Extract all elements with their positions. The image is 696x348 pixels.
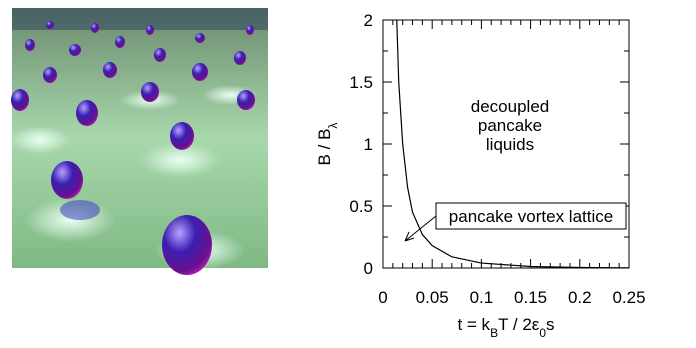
vortex-render [10, 8, 268, 275]
x-tick-label: 0.2 [568, 288, 592, 307]
x-tick-label: 0 [378, 288, 387, 307]
curve [396, 19, 630, 269]
x-tick-label: 0.25 [612, 288, 645, 307]
y-tick-label: 0 [364, 259, 373, 278]
x-axis-label-part: t = k [457, 315, 490, 334]
x-axis-label-part: 0 [539, 326, 546, 340]
x-tick-label: 0.15 [514, 288, 547, 307]
x-axis-label-part: B [490, 326, 498, 340]
y-tick-label: 1.5 [349, 73, 373, 92]
y-axis-label: B / Bλ [315, 123, 340, 166]
y-axis-label-part: λ [326, 123, 340, 129]
phase-label: pancake [478, 116, 542, 135]
phase-label: decoupled [471, 97, 549, 116]
annotation-text: pancake vortex lattice [449, 207, 613, 226]
phase-label: liquids [486, 135, 534, 154]
x-tick-label: 0.05 [416, 288, 449, 307]
x-axis-label-part: T / 2ε [498, 315, 540, 334]
y-tick-label: 2 [364, 11, 373, 30]
y-tick-label: 0.5 [349, 197, 373, 216]
x-axis-label: t = kBT / 2ε0s [457, 315, 554, 340]
x-axis-label-part: s [546, 315, 555, 334]
y-axis-label-part: B / B [315, 129, 334, 166]
annotation-arrow [404, 215, 437, 242]
x-tick-label: 0.1 [470, 288, 494, 307]
y-tick-label: 1 [364, 135, 373, 154]
